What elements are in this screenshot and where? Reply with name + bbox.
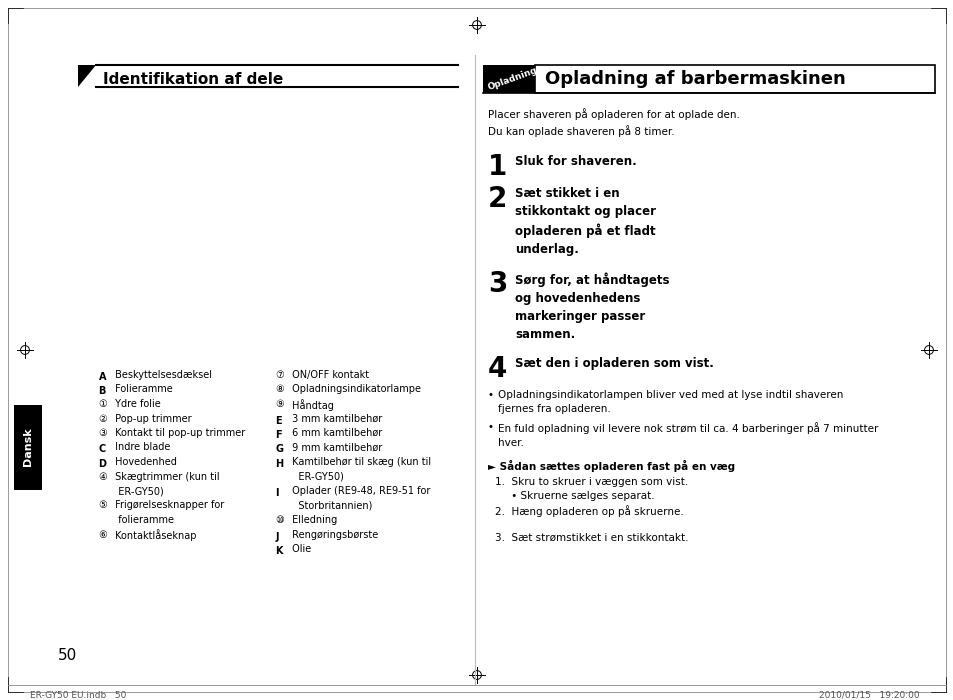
Text: 2.  Hæng opladeren op på skruerne.: 2. Hæng opladeren op på skruerne. [495, 505, 683, 517]
Text: Opladningsindikatorlampe: Opladningsindikatorlampe [289, 384, 420, 395]
Text: 1.  Skru to skruer i væggen som vist.
     • Skruerne sælges separat.: 1. Skru to skruer i væggen som vist. • S… [495, 477, 687, 501]
Text: Indre blade: Indre blade [112, 442, 171, 452]
Text: 50: 50 [58, 648, 77, 663]
Text: ⑥: ⑥ [98, 529, 107, 540]
Text: ①: ① [98, 399, 107, 409]
Text: 6 mm kamtilbehør: 6 mm kamtilbehør [289, 428, 382, 438]
Text: ⑦: ⑦ [274, 370, 283, 380]
Text: Folieramme: Folieramme [112, 384, 172, 395]
Text: Storbritannien): Storbritannien) [289, 500, 372, 510]
Text: Beskyttelsesdæksel: Beskyttelsesdæksel [112, 370, 212, 380]
Text: $\bf{H}$: $\bf{H}$ [274, 457, 284, 469]
Text: 2: 2 [488, 185, 507, 213]
Text: 1: 1 [488, 153, 507, 181]
Text: Skægtrimmer (kun til: Skægtrimmer (kun til [112, 472, 219, 482]
Text: ④: ④ [98, 472, 107, 482]
Text: $\bf{C}$: $\bf{C}$ [98, 442, 107, 454]
Text: ②: ② [98, 414, 107, 424]
Text: •: • [488, 422, 494, 432]
Text: ⑨: ⑨ [274, 399, 283, 409]
Text: $\bf{D}$: $\bf{D}$ [98, 457, 108, 469]
Text: Sæt stikket i en
stikkontakt og placer
opladeren på et fladt
underlag.: Sæt stikket i en stikkontakt og placer o… [515, 187, 656, 256]
Text: Kontaktlåseknap: Kontaktlåseknap [112, 529, 196, 541]
Text: ER-GY50 EU.indb   50: ER-GY50 EU.indb 50 [30, 691, 126, 700]
Text: Sæt den i opladeren som vist.: Sæt den i opladeren som vist. [515, 357, 713, 370]
Text: En fuld opladning vil levere nok strøm til ca. 4 barberinger på 7 minutter
hver.: En fuld opladning vil levere nok strøm t… [497, 422, 878, 448]
Text: $\bf{E}$: $\bf{E}$ [274, 414, 283, 426]
Text: Sluk for shaveren.: Sluk for shaveren. [515, 155, 636, 168]
Text: ⑧: ⑧ [274, 384, 283, 395]
Text: Hovedenhed: Hovedenhed [112, 457, 176, 467]
Text: Håndtag: Håndtag [289, 399, 334, 411]
FancyBboxPatch shape [8, 8, 945, 692]
Text: ON/OFF kontakt: ON/OFF kontakt [289, 370, 369, 380]
Text: $\bf{F}$: $\bf{F}$ [274, 428, 282, 440]
Text: Sørg for, at håndtagets
og hovedenhedens
markeringer passer
sammen.: Sørg for, at håndtagets og hovedenhedens… [515, 272, 669, 341]
Text: $\bf{K}$: $\bf{K}$ [274, 544, 284, 556]
Text: 3.  Sæt strømstikket i en stikkontakt.: 3. Sæt strømstikket i en stikkontakt. [495, 533, 688, 543]
Text: Elledning: Elledning [289, 515, 337, 525]
Text: •: • [488, 390, 494, 400]
Text: ⑩: ⑩ [274, 515, 283, 525]
Text: ⑤: ⑤ [98, 500, 107, 510]
Text: $\bf{B}$: $\bf{B}$ [98, 384, 107, 396]
Text: Opladning: Opladning [486, 66, 538, 92]
FancyBboxPatch shape [14, 405, 42, 490]
Text: ► Sådan sættes opladeren fast på en væg: ► Sådan sættes opladeren fast på en væg [488, 460, 735, 472]
Text: Opladning af barbermaskinen: Opladning af barbermaskinen [544, 70, 845, 88]
Text: ③: ③ [98, 428, 107, 438]
Text: Olie: Olie [289, 544, 311, 554]
Text: ER-GY50): ER-GY50) [112, 486, 164, 496]
Text: $\bf{I}$: $\bf{I}$ [274, 486, 279, 498]
Text: Kamtilbehør til skæg (kun til: Kamtilbehør til skæg (kun til [289, 457, 431, 467]
Text: 3: 3 [488, 270, 507, 298]
Text: Identifikation af dele: Identifikation af dele [103, 71, 283, 87]
Text: Ydre folie: Ydre folie [112, 399, 161, 409]
Text: 3 mm kamtilbehør: 3 mm kamtilbehør [289, 414, 382, 424]
Text: Kontakt til pop-up trimmer: Kontakt til pop-up trimmer [112, 428, 245, 438]
Polygon shape [78, 65, 96, 87]
Text: $\bf{J}$: $\bf{J}$ [274, 529, 280, 543]
Polygon shape [482, 65, 542, 93]
Text: folieramme: folieramme [112, 515, 173, 525]
Text: ER-GY50): ER-GY50) [289, 472, 343, 482]
FancyBboxPatch shape [535, 65, 934, 93]
Text: 4: 4 [488, 355, 507, 383]
Text: Rengøringsbørste: Rengøringsbørste [289, 529, 377, 540]
Text: Frigørelsesknapper for: Frigørelsesknapper for [112, 500, 224, 510]
Text: 2010/01/15   19:20:00: 2010/01/15 19:20:00 [819, 691, 919, 700]
Text: Placer shaveren på opladeren for at oplade den.
Du kan oplade shaveren på 8 time: Placer shaveren på opladeren for at opla… [488, 108, 740, 136]
Text: Oplader (RE9-48, RE9-51 for: Oplader (RE9-48, RE9-51 for [289, 486, 430, 496]
Polygon shape [482, 65, 537, 93]
Text: Dansk: Dansk [23, 428, 33, 466]
Text: $\bf{A}$: $\bf{A}$ [98, 370, 108, 382]
Text: Pop-up trimmer: Pop-up trimmer [112, 414, 192, 424]
Text: Opladningsindikatorlampen bliver ved med at lyse indtil shaveren
fjernes fra opl: Opladningsindikatorlampen bliver ved med… [497, 390, 842, 414]
Text: 9 mm kamtilbehør: 9 mm kamtilbehør [289, 442, 382, 452]
Text: $\bf{G}$: $\bf{G}$ [274, 442, 284, 454]
